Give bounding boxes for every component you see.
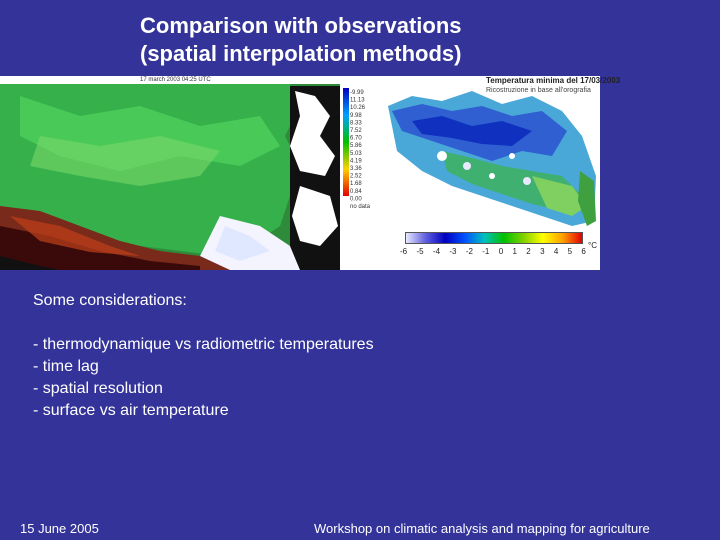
consideration-item: - thermodynamique vs radiometric tempera… <box>33 336 374 353</box>
satellite-legend-label: 8.33 <box>350 120 362 126</box>
satellite-map-graphic <box>0 76 382 270</box>
satellite-legend-label: 2.52 <box>350 174 362 180</box>
colorbar-tick-label: 5 <box>567 247 573 256</box>
colorbar-tick-label: -3 <box>449 247 457 256</box>
satellite-legend-label: 9.98 <box>350 113 362 119</box>
satellite-legend-label: 0.84 <box>350 189 362 195</box>
satellite-legend-label: 10.26 <box>350 105 366 111</box>
satellite-legend-label: 7.52 <box>350 128 362 134</box>
satellite-legend-label: 5.86 <box>350 143 362 149</box>
colorbar-tick-label: -1 <box>482 247 490 256</box>
satellite-temperature-map: 17 march 2003 04:25 UTC -9.99 11.13 10.26 9… <box>0 76 382 270</box>
satellite-legend-label: no data <box>350 204 371 210</box>
colorbar-tick-label: 2 <box>526 247 531 256</box>
slide-title-line1: Comparison with observations <box>140 13 462 38</box>
maps-image-panel: 17 march 2003 04:25 UTC -9.99 11.13 10.26 9… <box>0 76 600 270</box>
slide-title-line2: (spatial interpolation methods) <box>140 41 462 66</box>
consideration-item: - spatial resolution <box>33 380 163 397</box>
colorbar-tick-label: -6 <box>400 247 408 256</box>
colorbar-tick-label: 3 <box>540 247 545 256</box>
colorbar-ticks: -6 -5 -4 -3 -2 -1 0 1 2 3 4 5 6 <box>400 247 586 259</box>
satellite-legend-label: -9.99 <box>350 90 364 96</box>
colorbar-tick-label: 0 <box>498 247 504 256</box>
footer-workshop: Workshop on climatic analysis and mappin… <box>314 521 650 536</box>
satellite-legend-label: 4.19 <box>350 158 362 164</box>
satellite-legend-label: 11.13 <box>350 98 365 104</box>
colorbar-tick-label: 4 <box>553 247 559 256</box>
colorbar-tick-label: -2 <box>465 247 473 256</box>
slide-title: Comparison with observations (spatial in… <box>140 12 462 68</box>
colorbar-unit: °C <box>588 241 597 250</box>
colorbar-tick-label: 1 <box>512 247 517 256</box>
interpolation-map-title: Temperatura minima del 17/03/2003 <box>486 76 621 85</box>
temperature-colorbar <box>405 232 583 244</box>
considerations-block: Some considerations: - thermodynamique v… <box>33 290 374 422</box>
satellite-legend-label: 3.36 <box>350 166 362 172</box>
colorbar-tick-label: -5 <box>416 247 424 256</box>
satellite-legend-label: 0.00 <box>350 196 362 202</box>
satellite-legend-label: 6.70 <box>350 136 362 142</box>
satellite-legend-label: 5.03 <box>350 151 362 157</box>
colorbar-tick-label: 6 <box>581 247 586 256</box>
considerations-heading: Some considerations: <box>33 292 187 309</box>
consideration-item: - surface vs air temperature <box>33 402 229 419</box>
footer-date: 15 June 2005 <box>20 521 99 536</box>
colorbar-tick-label: -4 <box>432 247 441 256</box>
satellite-legend-label: 1.68 <box>350 181 362 187</box>
interpolation-map-subtitle: Ricostruzione in base all'orografia <box>486 87 591 94</box>
satellite-map-caption: 17 march 2003 04:25 UTC <box>140 77 211 83</box>
consideration-item: - time lag <box>33 358 99 375</box>
